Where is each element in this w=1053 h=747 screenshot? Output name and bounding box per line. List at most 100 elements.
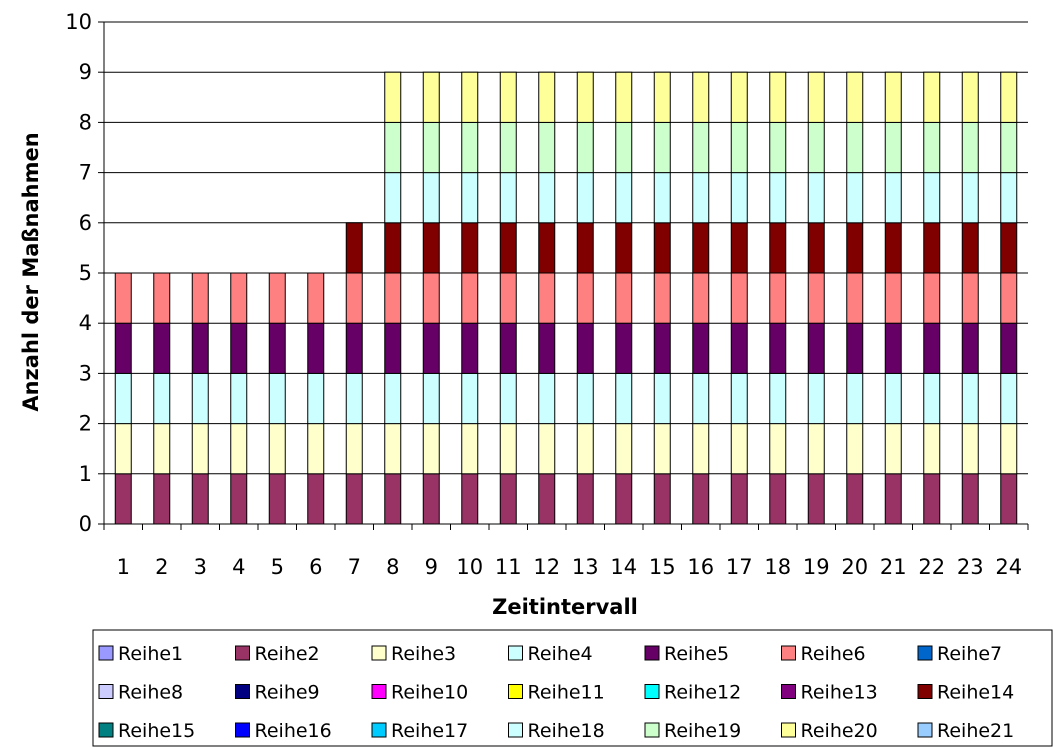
legend-item-Reihe6: Reihe6: [781, 643, 866, 665]
bar-segment-Reihe5: [230, 322, 248, 374]
x-tick-label: 19: [803, 555, 830, 579]
y-tick-label: 1: [79, 462, 92, 486]
bar-segment-Reihe20: [769, 71, 787, 123]
bar-segment-Reihe19: [769, 121, 787, 174]
bar-segment-Reihe6: [961, 272, 979, 324]
y-tick-label: 7: [79, 161, 92, 185]
bar-segment-Reihe5: [807, 322, 825, 374]
legend-label: Reihe8: [118, 682, 183, 704]
bar-segment-Reihe2: [191, 473, 209, 525]
bar-segment-Reihe5: [114, 322, 132, 374]
bar-segment-Reihe2: [846, 473, 864, 525]
bar-stack-23: [961, 71, 979, 525]
bar-segment-Reihe2: [692, 473, 710, 525]
bar-segment-Reihe5: [923, 322, 941, 374]
bar-segment-Reihe19: [653, 121, 671, 174]
bar-segment-Reihe4: [422, 372, 440, 425]
bar-segment-Reihe18: [499, 172, 517, 224]
bar-stack-12: [538, 71, 556, 525]
bar-segment-Reihe4: [576, 372, 594, 425]
bar-segment-Reihe3: [538, 423, 556, 475]
bar-segment-Reihe14: [730, 222, 748, 274]
bar-segment-Reihe14: [807, 222, 825, 274]
y-tick-label: 2: [79, 412, 92, 436]
legend-item-Reihe7: Reihe7: [917, 643, 1002, 665]
bar-segment-Reihe19: [422, 121, 440, 174]
bar-segment-Reihe5: [384, 322, 402, 374]
bar-segment-Reihe6: [384, 272, 402, 324]
bar-segment-Reihe18: [538, 172, 556, 224]
bar-segment-Reihe6: [499, 272, 517, 324]
legend-swatch: [98, 645, 114, 661]
bar-segment-Reihe6: [307, 272, 325, 324]
x-tick-label: 21: [880, 555, 907, 579]
bar-segment-Reihe5: [345, 322, 363, 374]
bar-segment-Reihe2: [461, 473, 479, 525]
bar-segment-Reihe5: [268, 322, 286, 374]
legend-swatch: [235, 645, 250, 661]
bar-segment-Reihe19: [1000, 121, 1018, 174]
legend-swatch: [235, 684, 250, 699]
y-tick-label: 6: [79, 211, 92, 235]
bar-stack-24: [1000, 71, 1018, 525]
bar-segment-Reihe18: [923, 172, 941, 224]
y-tick-label: 5: [79, 261, 92, 285]
bar-segment-Reihe3: [461, 423, 479, 475]
bar-segment-Reihe19: [846, 121, 864, 174]
bar-stack-8: [384, 71, 402, 525]
legend-label: Reihe7: [937, 643, 1002, 665]
bar-segment-Reihe6: [884, 272, 902, 324]
bar-segment-Reihe3: [384, 423, 402, 475]
bar-segment-Reihe4: [499, 372, 517, 425]
bar-stacks: [114, 71, 1018, 525]
bar-segment-Reihe2: [730, 473, 748, 525]
bar-segment-Reihe5: [730, 322, 748, 374]
bar-segment-Reihe14: [615, 222, 633, 274]
bar-segment-Reihe5: [499, 322, 517, 374]
bar-segment-Reihe2: [268, 473, 286, 525]
bar-segment-Reihe5: [1000, 322, 1018, 374]
legend-swatch: [508, 722, 523, 738]
y-axis-title: Anzahl der Maßnahmen: [19, 132, 43, 411]
bar-segment-Reihe6: [191, 272, 209, 324]
legend-swatch: [98, 684, 114, 699]
legend-label: Reihe11: [528, 682, 605, 704]
bar-stack-21: [884, 71, 902, 525]
bar-segment-Reihe5: [615, 322, 633, 374]
bar-segment-Reihe20: [384, 71, 402, 123]
bar-segment-Reihe6: [461, 272, 479, 324]
legend-swatch: [917, 684, 933, 699]
bar-segment-Reihe4: [769, 372, 787, 425]
legend-item-Reihe12: Reihe12: [644, 682, 741, 704]
bar-segment-Reihe2: [1000, 473, 1018, 525]
bar-segment-Reihe20: [653, 71, 671, 123]
bar-segment-Reihe4: [692, 372, 710, 425]
bar-stack-1: [114, 272, 132, 525]
legend-item-Reihe20: Reihe20: [781, 720, 878, 742]
bar-segment-Reihe18: [692, 172, 710, 224]
x-tick-label: 1: [117, 555, 130, 579]
bar-segment-Reihe2: [230, 473, 248, 525]
legend-item-Reihe13: Reihe13: [781, 682, 878, 704]
legend-label: Reihe2: [255, 643, 320, 665]
legend-item-Reihe5: Reihe5: [644, 643, 729, 665]
bar-segment-Reihe5: [961, 322, 979, 374]
axes: [98, 21, 1029, 530]
legend-item-Reihe19: Reihe19: [644, 720, 741, 742]
x-tick-label: 8: [386, 555, 399, 579]
bar-segment-Reihe19: [961, 121, 979, 174]
bar-segment-Reihe6: [923, 272, 941, 324]
bar-stack-16: [692, 71, 710, 525]
bar-segment-Reihe20: [499, 71, 517, 123]
x-tick-label: 6: [309, 555, 322, 579]
legend-swatch: [371, 722, 387, 738]
bar-segment-Reihe5: [692, 322, 710, 374]
bar-segment-Reihe2: [653, 473, 671, 525]
bar-segment-Reihe5: [884, 322, 902, 374]
bar-stack-5: [268, 272, 286, 525]
bar-segment-Reihe4: [615, 372, 633, 425]
bar-segment-Reihe5: [769, 322, 787, 374]
bar-segment-Reihe4: [268, 372, 286, 425]
legend-label: Reihe12: [664, 682, 741, 704]
legend-swatch: [917, 645, 933, 661]
